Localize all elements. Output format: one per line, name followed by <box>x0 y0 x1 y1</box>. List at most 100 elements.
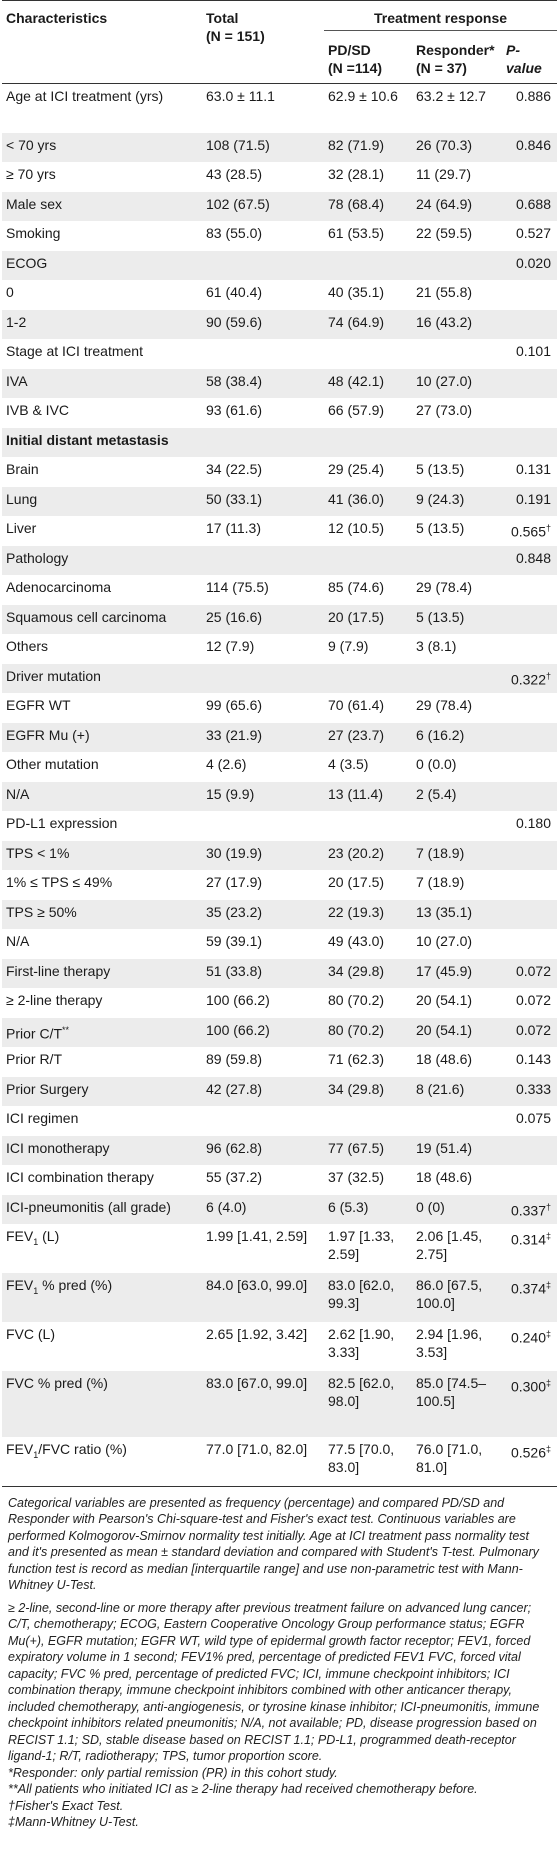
cell-pdsd: 80 (70.2) <box>324 988 412 1018</box>
table-row: ≥ 70 yrs 43 (28.5) 32 (28.1) 11 (29.7) <box>2 162 558 192</box>
cell-total: 6 (4.0) <box>202 1194 324 1224</box>
cell-responder: 10 (27.0) <box>412 368 502 398</box>
cell-pvalue: 0.846 <box>502 132 558 162</box>
header-total-label: Total <box>206 10 239 26</box>
cell-responder: 7 (18.9) <box>412 870 502 900</box>
cell-total: 96 (62.8) <box>202 1135 324 1165</box>
table-row: Initial distant metastasis <box>2 427 558 457</box>
cell-characteristic: N/A <box>2 929 202 959</box>
pvalue-text: 0.886 <box>515 88 552 104</box>
table-row: N/A 15 (9.9) 13 (11.4) 2 (5.4) <box>2 781 558 811</box>
pvalue-text: 0.848 <box>515 549 552 566</box>
table-row: Male sex 102 (67.5) 78 (68.4) 24 (64.9) 0.68… <box>2 191 558 221</box>
cell-characteristic: Driver mutation <box>2 663 202 693</box>
characteristic-label: FEV <box>6 1441 34 1457</box>
table-row: IVB & IVC 93 (61.6) 66 (57.9) 27 (73.0) <box>2 398 558 428</box>
cell-pvalue <box>502 840 558 870</box>
cell-pvalue: 0.075 <box>502 1106 558 1136</box>
table-row: Prior Surgery 42 (27.8) 34 (29.8) 8 (21.6) 0… <box>2 1076 558 1106</box>
characteristic-label: 1-2 <box>6 313 27 330</box>
table-body: Age at ICI treatment (yrs) 63.0 ± 11.1 62.… <box>2 83 558 1487</box>
cell-responder: 6 (16.2) <box>412 722 502 752</box>
cell-total: 61 (40.4) <box>202 280 324 310</box>
footnote-marker: ** <box>62 1024 70 1035</box>
cell-pdsd <box>324 1106 412 1136</box>
cell-total <box>202 427 324 457</box>
pvalue-text: 0.180 <box>515 815 552 831</box>
cell-total: 4 (2.6) <box>202 752 324 782</box>
characteristic-label: Smoking <box>6 225 61 241</box>
header-responder-label: Responder* <box>416 42 495 58</box>
cell-total: 50 (33.1) <box>202 486 324 516</box>
table-row: 1% ≤ TPS ≤ 49% 27 (17.9) 20 (17.5) 7 (18.9) <box>2 870 558 900</box>
cell-characteristic: Initial distant metastasis <box>2 427 202 457</box>
header-row-sub: PD/SD (N =114) Responder* (N = 37) P-val… <box>2 30 558 84</box>
cell-responder: 18 (48.6) <box>412 1165 502 1195</box>
characteristic-subscript: 1 <box>33 1236 39 1247</box>
pvalue-footnote-marker: † <box>546 670 552 681</box>
characteristic-label: Driver mutation <box>6 667 101 684</box>
cell-pvalue <box>502 309 558 339</box>
cell-total: 15 (9.9) <box>202 781 324 811</box>
characteristic-label: EGFR Mu (+) <box>6 726 90 743</box>
cell-pdsd: 49 (43.0) <box>324 929 412 959</box>
table-row: Lung 50 (33.1) 41 (36.0) 9 (24.3) 0.191 <box>2 486 558 516</box>
footnote-fisher: †Fisher's Exact Test. <box>8 1798 124 1813</box>
table-row: ICI regimen 0.075 <box>2 1106 558 1136</box>
cell-pdsd: 34 (29.8) <box>324 958 412 988</box>
header-responder-n: (N = 37) <box>416 60 467 76</box>
table-row: Driver mutation 0.322† <box>2 663 558 693</box>
cell-characteristic: ≥ 2-line therapy <box>2 988 202 1018</box>
cell-pdsd: 37 (32.5) <box>324 1165 412 1195</box>
footnote-abbreviations: ≥ 2-line, second-line or more therapy af… <box>8 1600 540 1764</box>
cell-total <box>202 250 324 280</box>
pvalue-footnote-marker: ‡ <box>546 1444 552 1454</box>
cell-pvalue <box>502 781 558 811</box>
header-pdsd-label: PD/SD <box>328 42 371 58</box>
pvalue-text: 0.322 <box>510 671 546 688</box>
cell-pvalue <box>502 575 558 605</box>
cell-pdsd: 48 (42.1) <box>324 368 412 398</box>
characteristic-label: Others <box>6 638 49 654</box>
table-row: ICI combination therapy 55 (37.2) 37 (32.5… <box>2 1165 558 1195</box>
table-row: 1-2 90 (59.6) 74 (64.9) 16 (43.2) <box>2 309 558 339</box>
cell-pvalue: 0.143 <box>502 1047 558 1077</box>
cell-pdsd: 74 (64.9) <box>324 309 412 339</box>
cell-pvalue <box>502 752 558 782</box>
cell-responder: 7 (18.9) <box>412 840 502 870</box>
table-row: ≥ 2-line therapy 100 (66.2) 80 (70.2) 20 (5… <box>2 988 558 1018</box>
cell-characteristic: Other mutation <box>2 752 202 782</box>
table-row: IVA 58 (38.4) 48 (42.1) 10 (27.0) <box>2 368 558 398</box>
cell-characteristic: TPS ≥ 50% <box>2 899 202 929</box>
header-characteristics: Characteristics <box>2 0 202 84</box>
cell-responder <box>412 811 502 841</box>
characteristic-label: EGFR WT <box>6 697 71 713</box>
pvalue-text: 0.846 <box>515 136 552 153</box>
pvalue-footnote-marker: † <box>546 523 552 533</box>
pvalue-text: 0.143 <box>515 1051 552 1067</box>
cell-pdsd: 82.5 [62.0, 98.0] <box>324 1371 412 1437</box>
cell-responder: 20 (54.1) <box>412 988 502 1018</box>
cell-total: 17 (11.3) <box>202 516 324 546</box>
cell-pvalue: 0.848 <box>502 545 558 575</box>
cell-pdsd: 23 (20.2) <box>324 840 412 870</box>
cell-total: 114 (75.5) <box>202 575 324 605</box>
cell-responder: 26 (70.3) <box>412 132 502 162</box>
cell-pdsd: 77 (67.5) <box>324 1135 412 1165</box>
cell-total: 108 (71.5) <box>202 132 324 162</box>
cell-pvalue: 0.333 <box>502 1076 558 1106</box>
cell-responder: 76.0 [71.0, 81.0] <box>412 1437 502 1487</box>
characteristic-suffix: /FVC ratio (%) <box>38 1441 127 1457</box>
cell-responder: 20 (54.1) <box>412 1017 502 1047</box>
cell-pvalue: 0.240‡ <box>502 1322 558 1371</box>
table-row: Other mutation 4 (2.6) 4 (3.5) 0 (0.0) <box>2 752 558 782</box>
footnote-responder: *Responder: only partial remission (PR) … <box>8 1765 338 1780</box>
cell-responder: 5 (13.5) <box>412 516 502 546</box>
cell-total: 77.0 [71.0, 82.0] <box>202 1437 324 1487</box>
cell-responder: 22 (59.5) <box>412 221 502 251</box>
cell-characteristic: TPS < 1% <box>2 840 202 870</box>
cell-total: 43 (28.5) <box>202 162 324 192</box>
cell-total: 2.65 [1.92, 3.42] <box>202 1322 324 1371</box>
characteristic-label: Liver <box>6 520 37 536</box>
